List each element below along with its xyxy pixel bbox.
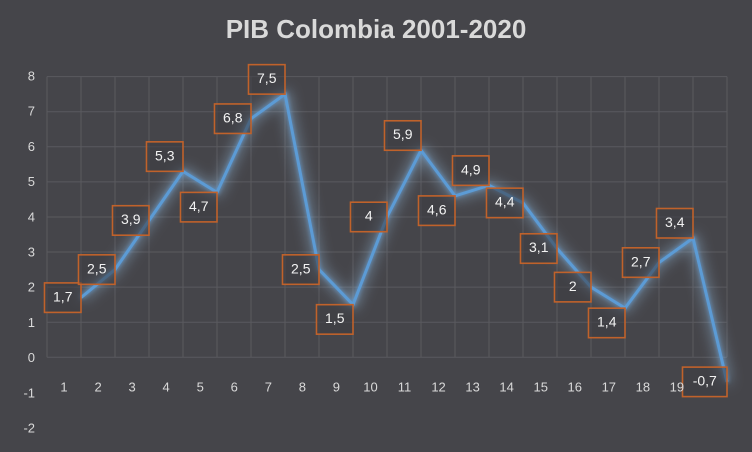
svg-text:4: 4 [365, 208, 373, 224]
svg-text:-1: -1 [23, 385, 35, 400]
svg-text:2,7: 2,7 [631, 253, 651, 269]
svg-text:1: 1 [60, 379, 67, 394]
svg-text:5,9: 5,9 [393, 126, 413, 142]
svg-text:5: 5 [28, 174, 35, 189]
svg-text:6: 6 [28, 139, 35, 154]
svg-text:4,7: 4,7 [189, 198, 209, 214]
svg-text:3: 3 [129, 379, 136, 394]
svg-text:4: 4 [163, 379, 170, 394]
svg-text:5,3: 5,3 [155, 147, 175, 163]
svg-text:3,1: 3,1 [529, 239, 549, 255]
svg-text:4: 4 [28, 209, 35, 224]
svg-text:13: 13 [465, 379, 479, 394]
svg-text:3: 3 [28, 244, 35, 259]
svg-text:-0,7: -0,7 [693, 373, 717, 389]
svg-text:3,4: 3,4 [665, 214, 685, 230]
svg-text:4,4: 4,4 [495, 194, 515, 210]
svg-text:1: 1 [28, 315, 35, 330]
svg-text:9: 9 [333, 379, 340, 394]
svg-text:2,5: 2,5 [291, 260, 311, 276]
svg-text:2: 2 [28, 280, 35, 295]
svg-text:8: 8 [28, 68, 35, 83]
svg-text:11: 11 [398, 379, 412, 394]
svg-text:2,5: 2,5 [87, 260, 107, 276]
svg-text:4,6: 4,6 [427, 201, 447, 217]
svg-text:3,9: 3,9 [121, 211, 141, 227]
svg-text:6: 6 [231, 379, 238, 394]
svg-text:-2: -2 [23, 421, 35, 436]
svg-text:1,7: 1,7 [53, 288, 73, 304]
svg-text:7,5: 7,5 [257, 70, 277, 86]
svg-text:19: 19 [670, 379, 684, 394]
svg-text:1,4: 1,4 [597, 314, 617, 330]
svg-text:7: 7 [28, 104, 35, 119]
svg-text:15: 15 [533, 379, 547, 394]
svg-text:1,5: 1,5 [325, 310, 345, 326]
svg-text:10: 10 [363, 379, 377, 394]
svg-text:8: 8 [299, 379, 306, 394]
svg-text:16: 16 [568, 379, 582, 394]
svg-text:2: 2 [94, 379, 101, 394]
svg-text:4,9: 4,9 [461, 161, 481, 177]
svg-text:5: 5 [197, 379, 204, 394]
svg-text:12: 12 [431, 379, 445, 394]
svg-text:14: 14 [499, 379, 513, 394]
svg-text:17: 17 [602, 379, 616, 394]
svg-text:18: 18 [636, 379, 650, 394]
svg-text:6,8: 6,8 [223, 109, 243, 125]
svg-text:2: 2 [569, 278, 577, 294]
svg-text:7: 7 [265, 379, 272, 394]
svg-text:0: 0 [28, 350, 35, 365]
